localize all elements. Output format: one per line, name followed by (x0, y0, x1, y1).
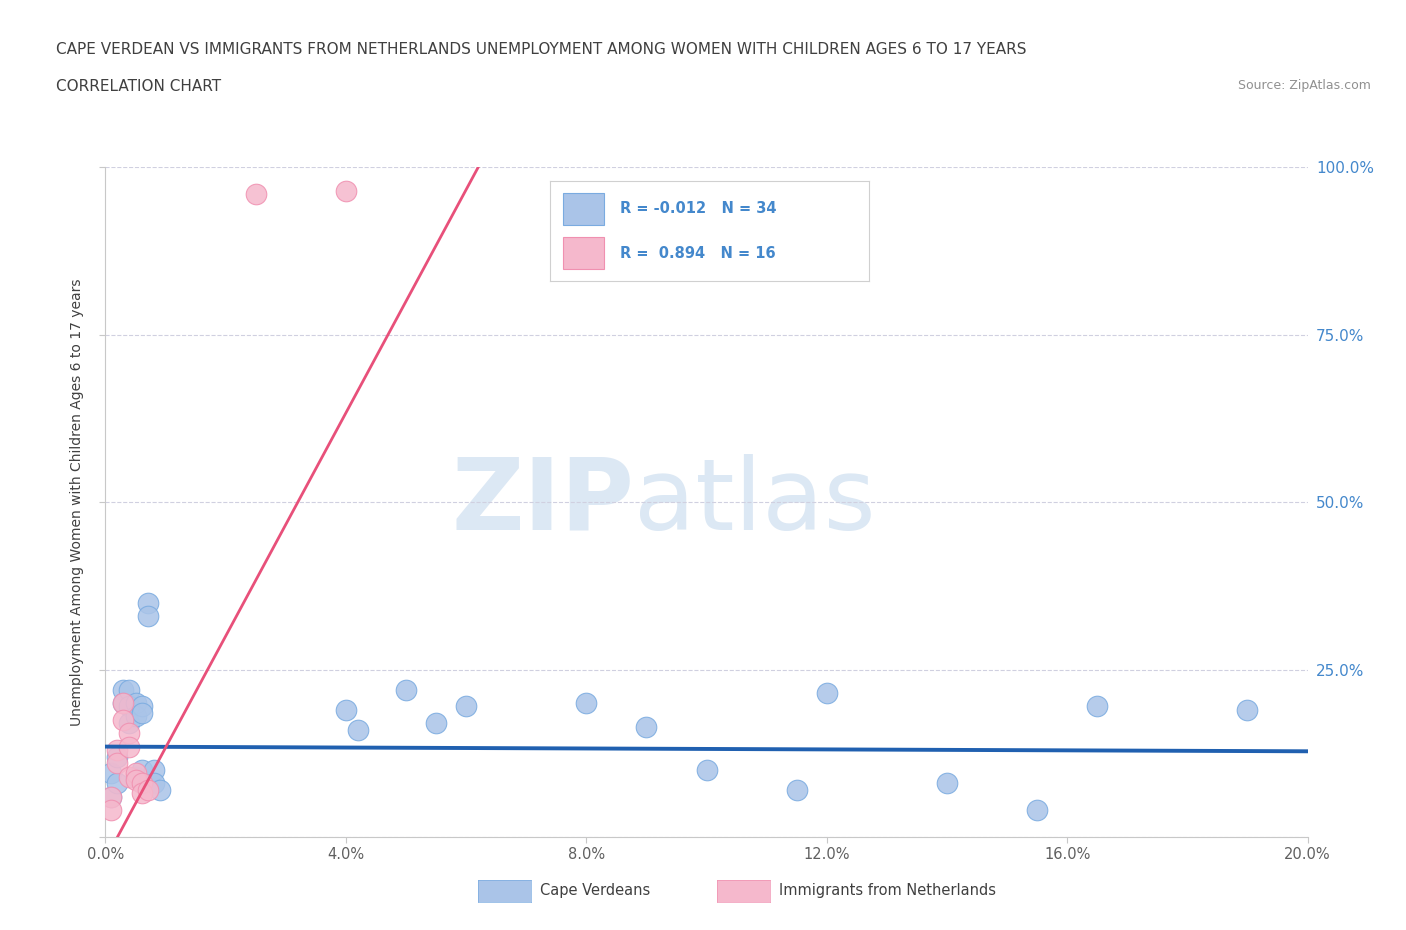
Point (107, 742, 129, 757)
Point (786, 783, 808, 798)
Point (107, 756, 129, 771)
Point (245, 187, 267, 202)
Point (118, 769, 141, 784)
Point (100, 790, 122, 804)
Point (107, 750, 129, 764)
Point (124, 773, 146, 788)
Point (118, 683, 141, 698)
Text: Source: ZipAtlas.com: Source: ZipAtlas.com (1237, 79, 1371, 92)
Bar (562, 193, 605, 225)
Point (136, 595, 159, 610)
Point (100, 803, 122, 817)
Point (100, 766, 122, 781)
Text: CAPE VERDEAN VS IMMIGRANTS FROM NETHERLANDS UNEMPLOYMENT AMONG WOMEN WITH CHILDR: CAPE VERDEAN VS IMMIGRANTS FROM NETHERLA… (56, 42, 1026, 57)
Y-axis label: Unemployment Among Women with Children Ages 6 to 17 years: Unemployment Among Women with Children A… (70, 278, 84, 726)
Point (118, 739, 141, 754)
Point (454, 699, 477, 714)
Point (335, 183, 357, 198)
Point (118, 716, 141, 731)
Point (131, 763, 153, 777)
Text: CORRELATION CHART: CORRELATION CHART (56, 79, 221, 94)
Point (124, 766, 146, 781)
Point (131, 786, 153, 801)
Point (142, 763, 165, 777)
Point (136, 608, 159, 623)
Point (696, 763, 718, 777)
Point (131, 699, 153, 714)
Point (425, 716, 447, 731)
Point (112, 712, 135, 727)
Point (1236, 702, 1258, 717)
Point (118, 699, 141, 714)
Point (575, 696, 598, 711)
Text: Cape Verdeans: Cape Verdeans (540, 884, 650, 898)
Point (124, 696, 146, 711)
Bar (562, 237, 605, 269)
Point (142, 776, 165, 790)
Point (112, 696, 135, 711)
Point (124, 709, 146, 724)
Point (335, 702, 357, 717)
Point (148, 783, 170, 798)
Point (118, 725, 141, 740)
Point (112, 696, 135, 711)
Point (347, 723, 370, 737)
Point (100, 790, 122, 804)
Text: Immigrants from Netherlands: Immigrants from Netherlands (779, 884, 995, 898)
Point (1085, 699, 1108, 714)
Point (124, 769, 146, 784)
Point (131, 706, 153, 721)
Point (107, 776, 129, 790)
Point (1026, 803, 1049, 817)
Text: R = -0.012   N = 34: R = -0.012 N = 34 (620, 202, 778, 217)
Point (131, 776, 153, 790)
Point (136, 783, 159, 798)
Text: ZIP: ZIP (451, 454, 634, 551)
Point (636, 719, 658, 734)
Point (815, 685, 838, 700)
Point (112, 683, 135, 698)
Text: R =  0.894   N = 16: R = 0.894 N = 16 (620, 246, 776, 260)
Point (395, 683, 418, 698)
Point (936, 776, 959, 790)
Text: atlas: atlas (634, 454, 876, 551)
